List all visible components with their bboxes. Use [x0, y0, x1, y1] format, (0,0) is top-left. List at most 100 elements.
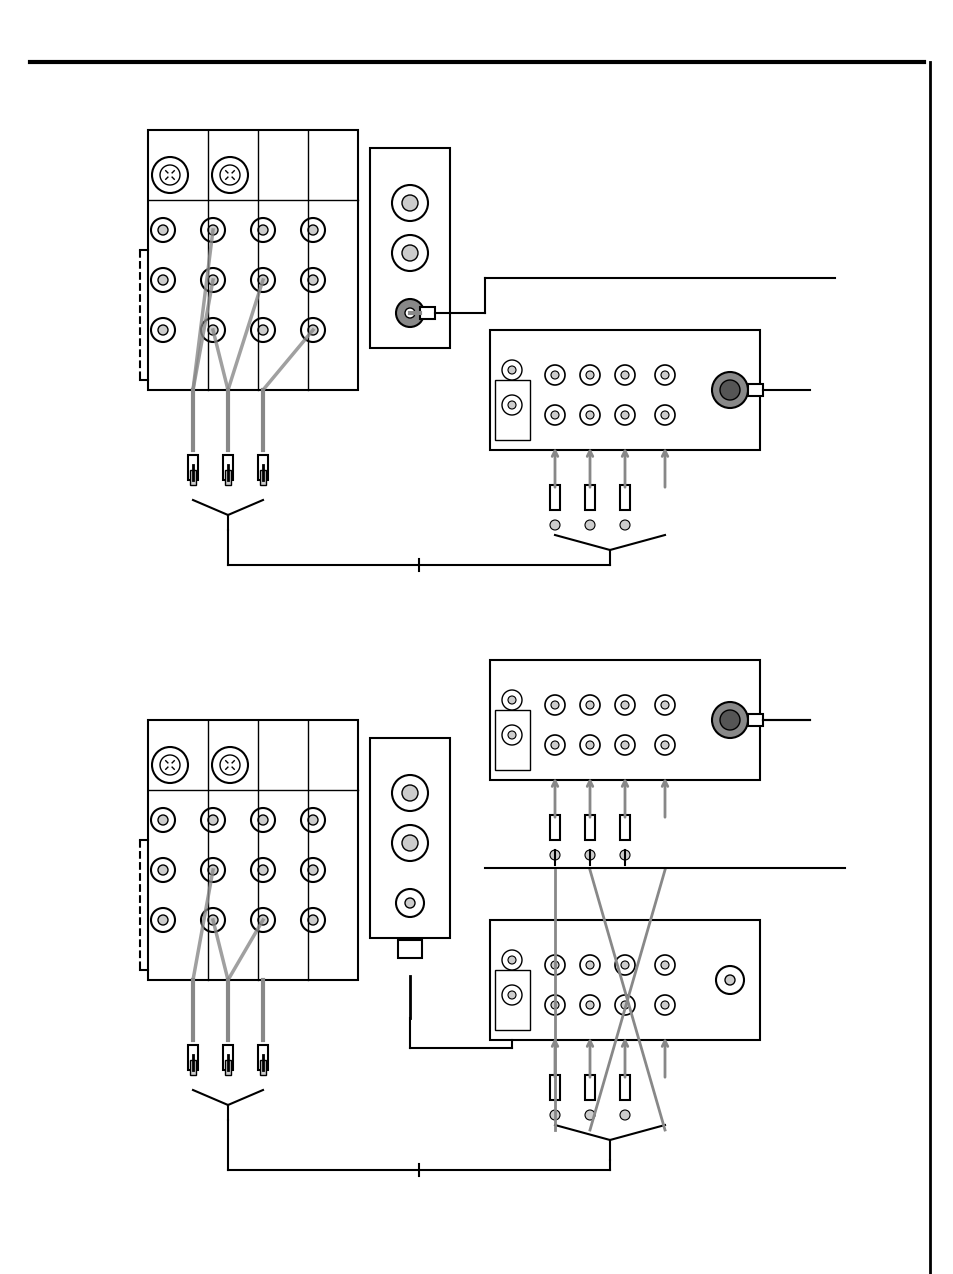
Bar [260, 1060, 266, 1075]
Circle shape [615, 956, 635, 975]
Circle shape [401, 195, 417, 211]
Circle shape [201, 857, 225, 882]
Circle shape [501, 361, 521, 380]
Circle shape [615, 735, 635, 755]
Circle shape [544, 405, 564, 426]
Circle shape [392, 775, 428, 812]
Circle shape [507, 401, 516, 409]
Bar [260, 470, 266, 485]
Circle shape [619, 520, 629, 530]
Bar [223, 1045, 233, 1070]
Circle shape [660, 412, 668, 419]
Circle shape [158, 325, 168, 335]
Circle shape [584, 850, 595, 860]
Circle shape [151, 268, 174, 292]
Circle shape [551, 741, 558, 749]
Circle shape [655, 364, 675, 385]
Circle shape [257, 325, 268, 335]
Bar [490, 660, 760, 780]
Circle shape [655, 995, 675, 1015]
Circle shape [301, 857, 325, 882]
Bar [190, 470, 195, 485]
Circle shape [308, 865, 317, 875]
Circle shape [507, 696, 516, 705]
Circle shape [620, 1001, 628, 1009]
Circle shape [620, 961, 628, 970]
Bar [148, 720, 357, 980]
Circle shape [151, 808, 174, 832]
Circle shape [405, 898, 415, 908]
Circle shape [257, 275, 268, 285]
Circle shape [208, 865, 218, 875]
Circle shape [151, 857, 174, 882]
Circle shape [208, 225, 218, 234]
Circle shape [507, 731, 516, 739]
Circle shape [585, 741, 594, 749]
Circle shape [501, 691, 521, 710]
Circle shape [201, 318, 225, 341]
Bar [188, 1045, 198, 1070]
Circle shape [308, 915, 317, 925]
Circle shape [660, 701, 668, 710]
Circle shape [550, 850, 559, 860]
Circle shape [585, 412, 594, 419]
Bar [188, 455, 198, 480]
Circle shape [251, 857, 274, 882]
Bar [550, 1075, 559, 1099]
Circle shape [257, 865, 268, 875]
Circle shape [579, 696, 599, 715]
Circle shape [585, 1001, 594, 1009]
Circle shape [544, 364, 564, 385]
Circle shape [158, 275, 168, 285]
Circle shape [308, 325, 317, 335]
Circle shape [579, 995, 599, 1015]
Circle shape [579, 956, 599, 975]
Circle shape [208, 915, 218, 925]
Circle shape [501, 950, 521, 970]
Circle shape [551, 371, 558, 378]
Bar [370, 148, 450, 348]
Circle shape [507, 991, 516, 999]
Bar [584, 1075, 595, 1099]
Circle shape [401, 834, 417, 851]
Bar [550, 815, 559, 840]
Bar [397, 940, 421, 958]
Bar [747, 383, 762, 396]
Circle shape [501, 725, 521, 745]
Circle shape [201, 218, 225, 242]
Circle shape [619, 850, 629, 860]
Circle shape [392, 185, 428, 220]
Circle shape [660, 741, 668, 749]
Circle shape [716, 966, 743, 994]
Bar [419, 307, 435, 318]
Circle shape [507, 956, 516, 964]
Bar [257, 455, 268, 480]
Bar [550, 485, 559, 510]
Circle shape [401, 785, 417, 801]
Circle shape [257, 915, 268, 925]
Bar [495, 710, 530, 769]
Circle shape [551, 412, 558, 419]
Circle shape [584, 520, 595, 530]
Circle shape [579, 735, 599, 755]
Circle shape [158, 815, 168, 826]
Circle shape [655, 696, 675, 715]
Circle shape [579, 405, 599, 426]
Circle shape [308, 225, 317, 234]
Circle shape [550, 520, 559, 530]
Circle shape [392, 826, 428, 861]
Circle shape [615, 696, 635, 715]
Circle shape [208, 815, 218, 826]
Circle shape [551, 1001, 558, 1009]
Circle shape [660, 1001, 668, 1009]
Circle shape [585, 961, 594, 970]
Circle shape [660, 961, 668, 970]
Bar [257, 1045, 268, 1070]
Circle shape [201, 268, 225, 292]
Circle shape [395, 299, 423, 327]
Circle shape [544, 956, 564, 975]
Circle shape [711, 702, 747, 738]
Bar [225, 1060, 231, 1075]
Circle shape [308, 815, 317, 826]
Circle shape [584, 1110, 595, 1120]
